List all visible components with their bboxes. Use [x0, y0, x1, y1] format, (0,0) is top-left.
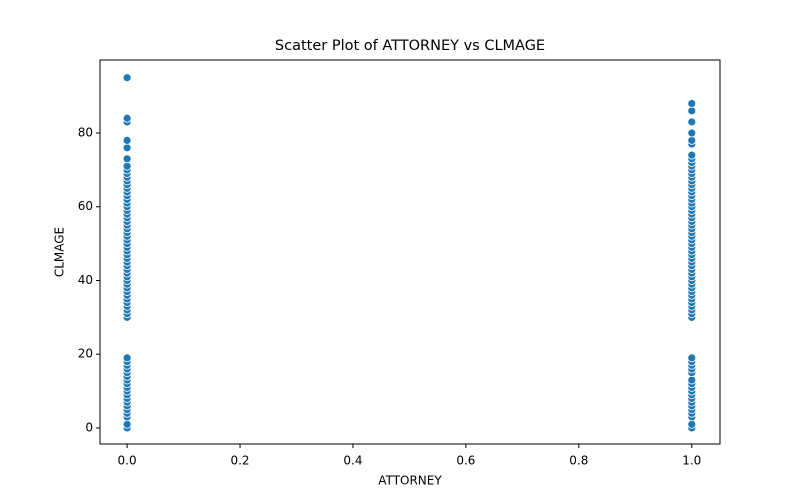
x-axis-label: ATTORNEY — [378, 474, 442, 488]
point — [687, 150, 697, 160]
x-tick-label: 0.8 — [569, 454, 588, 468]
x-tick-label: 0.4 — [343, 454, 362, 468]
x-tick-label: 1.0 — [682, 454, 701, 468]
y-tick-label: 80 — [78, 126, 93, 140]
y-tick-label: 20 — [78, 347, 93, 361]
point — [687, 353, 697, 363]
point — [687, 106, 697, 116]
point — [687, 128, 697, 138]
point — [122, 154, 132, 164]
x-tick-label: 0.2 — [230, 454, 249, 468]
point — [687, 117, 697, 127]
point — [122, 161, 132, 171]
y-tick-label: 0 — [85, 420, 93, 434]
x-tick-label: 0.6 — [456, 454, 475, 468]
chart-title: Scatter Plot of ATTORNEY vs CLMAGE — [275, 38, 545, 54]
point — [687, 99, 697, 108]
point — [122, 353, 132, 363]
x-tick-label: 0.0 — [118, 454, 137, 468]
point — [687, 135, 697, 145]
point — [122, 143, 132, 153]
point — [122, 135, 132, 145]
y-axis-label: CLMAGE — [53, 227, 67, 277]
point — [122, 113, 132, 123]
y-tick-label: 40 — [78, 273, 93, 287]
point — [122, 73, 132, 83]
plot-frame — [99, 59, 721, 445]
point — [122, 419, 132, 429]
point — [687, 375, 697, 385]
y-tick-label: 60 — [78, 199, 93, 213]
point — [687, 419, 697, 429]
